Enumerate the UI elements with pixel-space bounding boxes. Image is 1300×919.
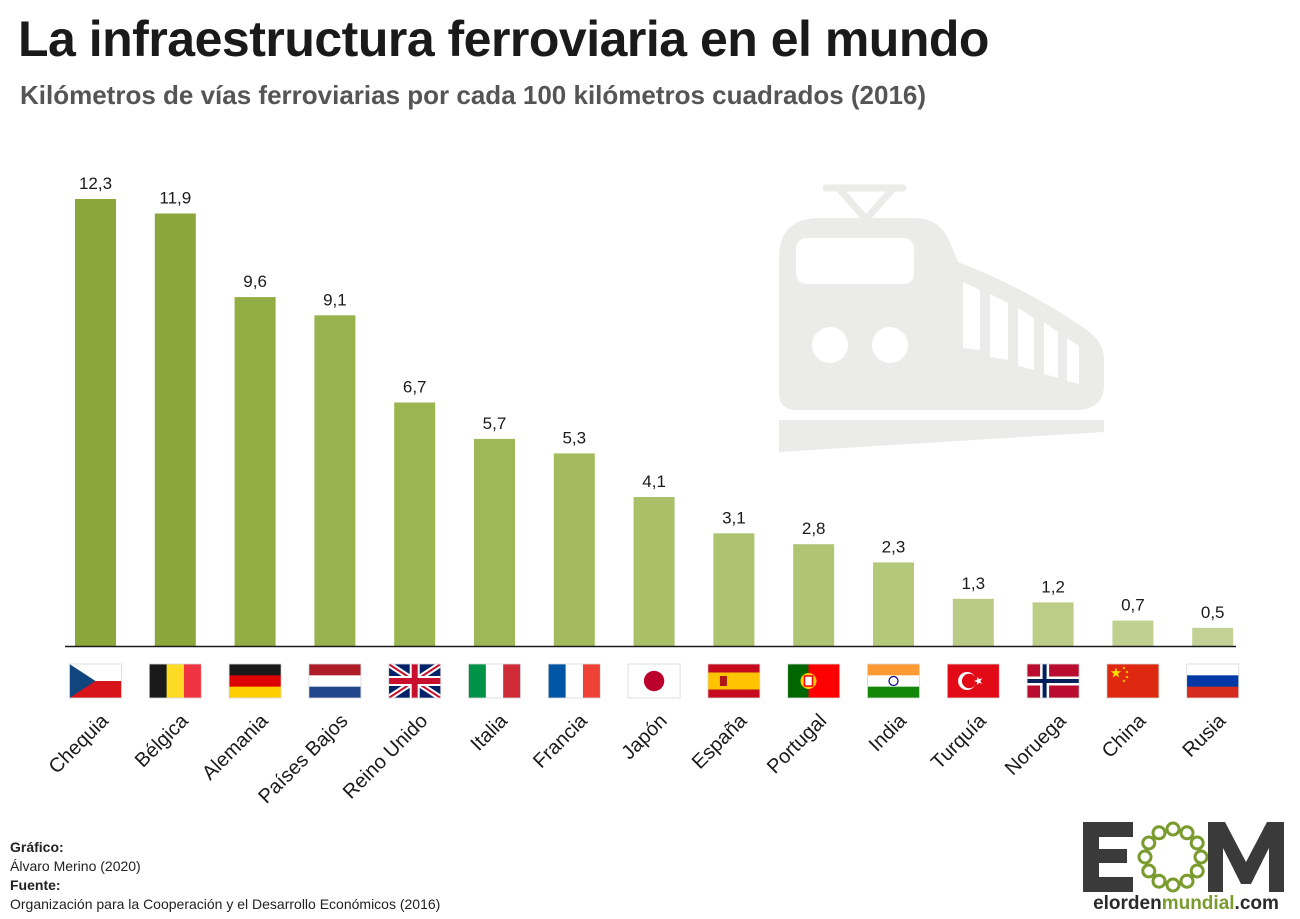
uk-flag (388, 663, 442, 699)
norway-flag (1026, 663, 1080, 699)
bar-alemania (234, 297, 276, 646)
logo-e-letter (1083, 822, 1133, 892)
category-label-belgica: Bélgica (131, 709, 194, 772)
value-label-espana: 3,1 (722, 508, 746, 527)
value-label-italia: 5,7 (483, 414, 507, 433)
bar-espana (713, 533, 755, 646)
logo-dot (1193, 849, 1209, 865)
train-rail (779, 420, 1104, 452)
category-label-rusia: Rusia (1179, 709, 1231, 761)
value-label-china: 0,7 (1121, 596, 1145, 615)
bar-chequia (75, 199, 116, 646)
graphic-label: Gráfico: (10, 839, 64, 855)
value-label-francia: 5,3 (562, 428, 586, 447)
category-label-reino-unido: Reino Unido (339, 710, 432, 803)
india-flag (867, 663, 920, 699)
category-label-chequia: Chequia (45, 709, 114, 778)
logo-dot (1189, 835, 1205, 851)
bar-reino-unido (394, 402, 436, 646)
bar-india (873, 562, 914, 646)
bar-rusia (1192, 627, 1234, 646)
bar-paises-bajos (314, 315, 356, 646)
france-flag (547, 663, 601, 699)
flags-group (69, 663, 1240, 699)
value-label-india: 2,3 (882, 537, 906, 556)
logo-dot (1137, 849, 1153, 865)
turkey-flag (946, 663, 1000, 699)
category-label-turquia: Turquía (927, 709, 991, 773)
train-icon (779, 184, 1104, 452)
credits: Gráfico: Álvaro Merino (2020) Fuente: Or… (10, 838, 440, 914)
value-label-reino-unido: 6,7 (403, 378, 427, 397)
czech-flag (69, 663, 122, 699)
portugal-flag (787, 663, 841, 699)
pantograph (822, 184, 907, 222)
value-label-turquia: 1,3 (961, 574, 985, 593)
bar-japon (633, 497, 675, 646)
category-label-espana: España (688, 709, 752, 773)
value-label-belgica: 11,9 (159, 189, 191, 208)
logo-dot (1189, 863, 1205, 879)
logo-dot (1165, 821, 1181, 837)
value-label-japon: 4,1 (642, 472, 666, 491)
logo-dot (1141, 835, 1157, 851)
logo-dot (1151, 873, 1167, 889)
category-label-china: China (1098, 709, 1151, 762)
logo-o-ring (1137, 821, 1209, 893)
value-label-noruega: 1,2 (1041, 577, 1065, 596)
bar-francia (553, 453, 595, 646)
bar-portugal (793, 544, 835, 646)
china-flag (1106, 663, 1160, 699)
bar-italia (474, 438, 515, 646)
category-label-italia: Italia (467, 709, 513, 755)
category-label-francia: Francia (529, 709, 592, 772)
category-label-japon: Japón (618, 710, 672, 764)
japan-flag (627, 663, 681, 699)
value-label-paises-bajos: 9,1 (323, 290, 347, 309)
germany-flag (228, 663, 282, 699)
logo-url-accent: mundial (1161, 893, 1235, 914)
value-label-portugal: 2,8 (802, 519, 826, 538)
eom-logo (1083, 821, 1284, 893)
source-label: Fuente: (10, 877, 61, 893)
category-label-portugal: Portugal (763, 710, 831, 778)
logo-dot (1165, 877, 1181, 893)
bar-noruega (1032, 602, 1074, 646)
value-label-rusia: 0,5 (1201, 603, 1225, 622)
logo-url: elordenmundial.com (1083, 893, 1289, 915)
logo-dot (1141, 863, 1157, 879)
source-text: Organización para la Cooperación y el De… (10, 896, 441, 912)
chart-title: La infraestructura ferroviaria en el mun… (18, 11, 989, 67)
category-label-india: India (865, 709, 912, 756)
netherlands-flag (308, 663, 362, 699)
bar-turquia (952, 598, 994, 646)
category-label-alemania: Alemania (198, 709, 273, 784)
russia-flag (1186, 663, 1240, 699)
train-body (779, 218, 1104, 410)
logo-url-prefix: elorden (1093, 893, 1162, 914)
graphic-author: Álvaro Merino (2020) (10, 858, 141, 874)
italy-flag (468, 663, 521, 699)
bar-belgica (154, 213, 196, 646)
logo-dot (1179, 825, 1195, 841)
belgium-flag (148, 663, 202, 699)
spain-flag (707, 663, 761, 699)
logo-m-letter (1208, 822, 1284, 892)
bar-china (1112, 620, 1154, 646)
bars-group: 12,3 11,9 9,6 9,1 6,7 5,7 5,3 4,1 3,1 2,8 2,3 1,3 1,… (75, 174, 1234, 646)
category-label-noruega: Noruega (1001, 709, 1071, 779)
chart-subtitle: Kilómetros de vías ferroviarias por cada… (20, 80, 927, 110)
value-label-alemania: 9,6 (243, 272, 267, 291)
value-label-chequia: 12,3 (79, 174, 112, 193)
logo-dot (1179, 873, 1195, 889)
logo-dot (1151, 825, 1167, 841)
logo-url-suffix: .com (1234, 893, 1279, 914)
